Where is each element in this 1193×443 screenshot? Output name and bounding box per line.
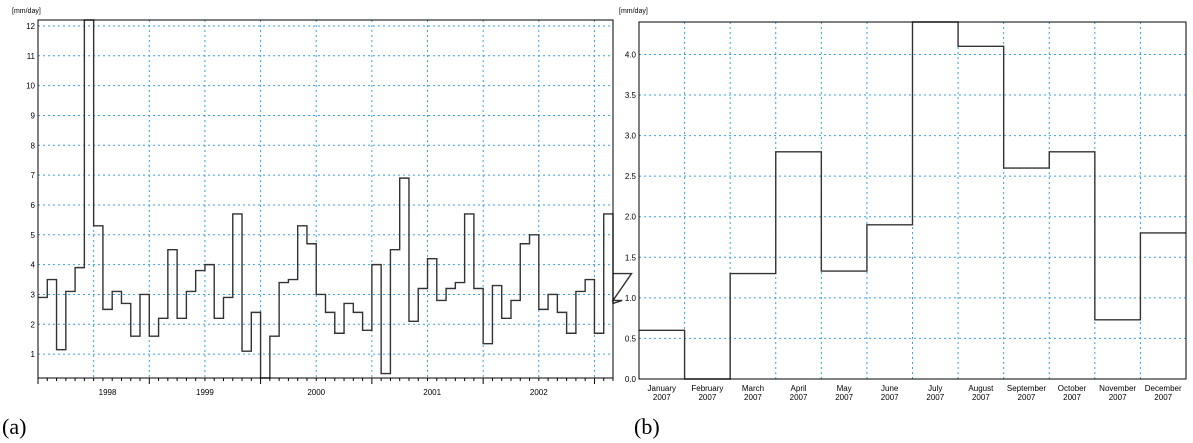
chart-b-plot-frame: [638, 21, 1187, 380]
y-tick-label: 2.0: [625, 213, 637, 222]
y-tick-label: 2.5: [625, 172, 637, 181]
y-tick-label: 4.0: [625, 50, 637, 59]
chart-b-x-tick-labels: January 2007 February 2007 March 2007 April 200…: [648, 384, 1182, 402]
panel-label-a: (a): [2, 414, 27, 439]
x-tick-label: January 2007: [648, 384, 676, 402]
x-tick-label: October 2007: [1058, 384, 1087, 402]
y-tick-label: 2: [31, 320, 36, 329]
y-tick-label: 9: [31, 111, 36, 120]
x-tick-label: August 2007: [968, 384, 994, 402]
y-tick-label: 3: [31, 290, 36, 299]
x-tick-label: February 2007: [691, 384, 723, 402]
x-tick-label: 2000: [307, 388, 325, 397]
y-tick-label: 3.5: [625, 91, 637, 100]
x-tick-label: March 2007: [742, 384, 764, 402]
y-tick-label: 5: [31, 231, 36, 240]
series-line: [38, 19, 633, 379]
x-tick-label: September 2007: [1007, 384, 1046, 402]
y-tick-label: 6: [31, 201, 36, 210]
x-tick-label: 1998: [99, 388, 117, 397]
x-tick-label: November 2007: [1099, 384, 1136, 402]
x-tick-label: April 2007: [790, 384, 808, 402]
y-tick-label: 1: [31, 350, 36, 359]
x-tick-label: 1999: [196, 388, 214, 397]
y-tick-label: 8: [31, 141, 36, 150]
y-tick-label: 0.0: [625, 375, 637, 384]
y-tick-label: 10: [26, 82, 35, 91]
chart-b: 0.0 0.5 1.0 1.5 2.0 2.5 3.0 3.5 4.0 January 2007 F…: [619, 8, 1187, 402]
series-line: [639, 21, 1186, 380]
panel-label-b: (b): [634, 414, 660, 439]
x-tick-label: 2001: [423, 388, 441, 397]
chart-b-series: [639, 21, 1186, 380]
x-tick-label: December 2007: [1145, 384, 1182, 402]
y-tick-label: 3.0: [625, 132, 637, 141]
x-tick-label: June 2007: [881, 384, 899, 402]
chart-a-x-tick-labels: 1998 1999 2000 2001 2002: [37, 378, 614, 397]
chart-b-y-tick-labels: 0.0 0.5 1.0 1.5 2.0 2.5 3.0 3.5 4.0: [625, 50, 637, 384]
chart-b-y-axis-label: [mm/day]: [619, 8, 648, 15]
y-tick-label: 12: [26, 22, 35, 31]
chart-a-grid: [38, 20, 613, 378]
x-tick-label: July 2007: [926, 384, 944, 402]
y-tick-label: 4: [31, 261, 36, 270]
x-tick-label: May 2007: [835, 384, 853, 402]
x-tick-label: 2002: [530, 388, 548, 397]
y-tick-label: 1.5: [625, 253, 637, 262]
y-tick-label: 1.0: [625, 294, 637, 303]
chart-a-y-axis-label: [mm/day]: [12, 8, 41, 15]
chart-a-series: [38, 19, 633, 379]
y-tick-label: 11: [27, 52, 36, 61]
y-tick-label: 7: [31, 171, 36, 180]
y-tick-label: 0.5: [625, 334, 637, 343]
